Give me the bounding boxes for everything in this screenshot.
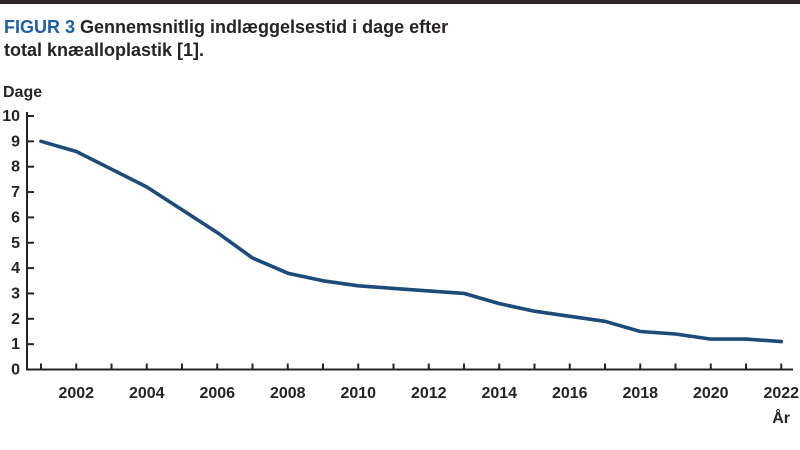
x-tick-label: 2012 — [411, 385, 447, 402]
top-rule — [0, 0, 800, 4]
x-tick-label: 2010 — [340, 385, 376, 402]
y-axis-title: Dage — [3, 84, 43, 101]
x-tick-label: 2014 — [481, 385, 517, 402]
y-tick-label: 7 — [11, 184, 20, 201]
x-tick-label: 2016 — [552, 385, 588, 402]
y-tick-label: 8 — [11, 159, 20, 176]
y-tick-label: 3 — [11, 285, 20, 302]
x-tick-label: 2020 — [693, 385, 729, 402]
y-tick-label: 0 — [11, 362, 20, 379]
figure-title-line1: Gennemsnitlig indlæggelsestid i dage eft… — [80, 17, 449, 37]
y-tick-label: 5 — [11, 235, 20, 252]
x-tick-label: 2018 — [622, 385, 658, 402]
data-line — [39, 139, 784, 344]
x-tick-label: 2022 — [763, 385, 799, 402]
figure-title: FIGUR 3 Gennemsnitlig indlæggelsestid i … — [4, 16, 448, 62]
y-tick-label: 4 — [11, 260, 20, 277]
x-tick-label: 2002 — [58, 385, 94, 402]
y-tick-label: 6 — [11, 209, 20, 226]
x-axis-title: År — [772, 410, 790, 427]
figure-title-line2: total knæalloplastik [1]. — [4, 40, 205, 60]
y-tick-label: 9 — [11, 133, 20, 150]
x-tick-label: 2004 — [129, 385, 165, 402]
figure-number-label: FIGUR 3 — [4, 17, 76, 37]
x-tick-label: 2008 — [270, 385, 306, 402]
x-tick-label: 2006 — [199, 385, 235, 402]
y-tick-label: 10 — [2, 108, 20, 125]
y-tick-label: 2 — [11, 311, 20, 328]
y-tick-label: 1 — [11, 336, 20, 353]
